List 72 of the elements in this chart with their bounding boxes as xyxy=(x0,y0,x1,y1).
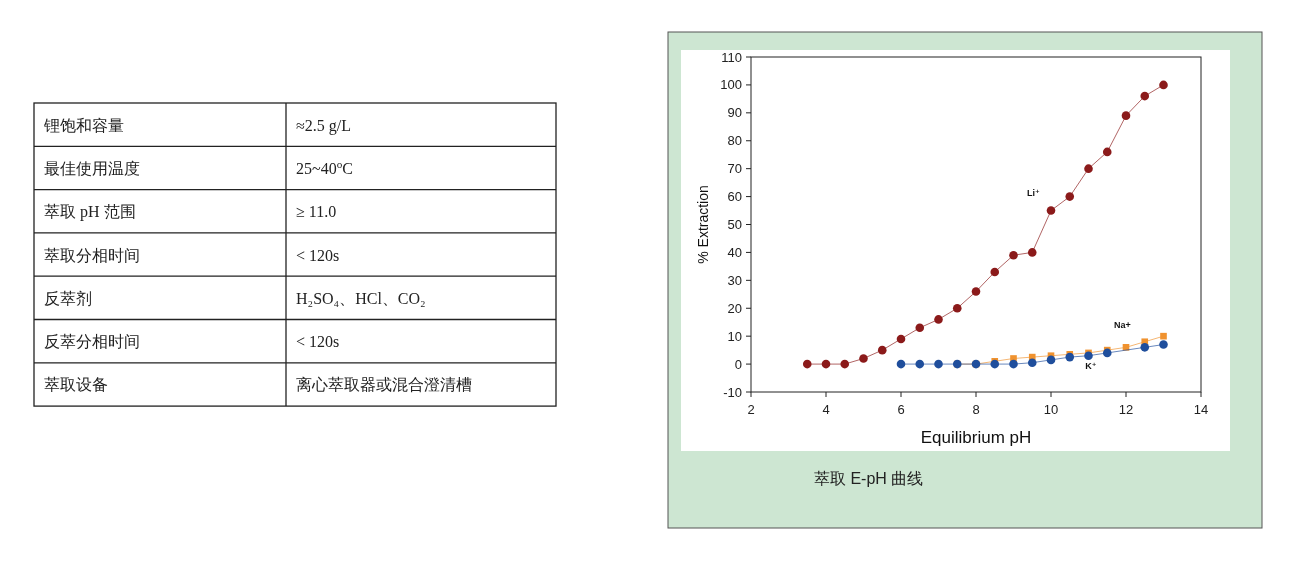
x-tick-label: 2 xyxy=(747,402,755,417)
point xyxy=(1121,111,1131,120)
series-label: Li⁺ xyxy=(1027,187,1040,198)
text: H₂SO₄、HCl、CO₂ xyxy=(296,289,426,307)
y-axis-title: % Extraction xyxy=(695,185,711,264)
point xyxy=(859,354,868,363)
y-tick-label: 20 xyxy=(727,300,742,316)
series-label: K⁺ xyxy=(1085,360,1097,371)
series-label: Na+ xyxy=(1114,320,1131,331)
text: 25~40$^{o}$C xyxy=(296,157,353,177)
text: ≥ 11.0 xyxy=(296,203,337,221)
point xyxy=(1102,147,1112,157)
y-tick-label: 70 xyxy=(727,161,742,177)
y-tick-label: 10 xyxy=(727,328,742,344)
point xyxy=(934,359,943,369)
x-axis-title: Equilibrium pH xyxy=(920,428,1032,447)
point xyxy=(1065,192,1075,201)
y-tick-label: 30 xyxy=(727,272,742,288)
point xyxy=(1159,340,1168,349)
x-tick-label: 6 xyxy=(897,402,905,417)
x-tick-label: 8 xyxy=(972,402,980,417)
x-tick-label: 4 xyxy=(822,402,830,417)
point xyxy=(821,359,831,369)
text: 萃取 E-pH 曲线 xyxy=(814,470,924,487)
x-tick-label: 14 xyxy=(1193,402,1209,417)
text: < 120s xyxy=(296,333,340,351)
y-tick-label: -10 xyxy=(723,384,742,400)
text: 萃取设备 xyxy=(44,376,108,394)
x-tick-label: 10 xyxy=(1043,402,1059,417)
point xyxy=(896,334,906,344)
point xyxy=(1046,355,1056,365)
point xyxy=(802,359,812,369)
point xyxy=(1009,359,1018,369)
text: 锂饱和容量 xyxy=(43,116,124,134)
point xyxy=(1065,352,1075,362)
y-tick-label: 90 xyxy=(727,105,742,121)
x-tick-label: 12 xyxy=(1118,402,1134,417)
point xyxy=(990,359,1000,369)
text: 萃取分相时间 xyxy=(44,246,140,264)
y-tick-label: 60 xyxy=(727,189,742,205)
point xyxy=(1140,343,1150,352)
y-tick-label: 50 xyxy=(727,217,742,232)
point xyxy=(990,267,1000,277)
point xyxy=(934,315,943,324)
y-tick-label: 110 xyxy=(721,49,742,65)
text: < 120s xyxy=(296,246,340,264)
text: 反萃分相时间 xyxy=(44,333,140,351)
point xyxy=(971,287,981,296)
point xyxy=(915,323,925,333)
y-tick-label: 100 xyxy=(720,77,742,93)
text: ≈2.5 g/L xyxy=(296,116,351,135)
point xyxy=(896,359,906,369)
point xyxy=(1140,91,1150,101)
point xyxy=(840,359,850,369)
point xyxy=(1102,348,1112,358)
point xyxy=(1159,80,1168,90)
point xyxy=(915,359,925,369)
text: 反萃剂 xyxy=(44,289,92,307)
point xyxy=(1027,248,1037,257)
text: 离心萃取器或混合澄清槽 xyxy=(296,376,472,394)
y-tick-label: 40 xyxy=(727,244,742,260)
y-tick-label: 0 xyxy=(734,356,742,372)
point xyxy=(1046,206,1056,215)
text: 萃取 pH 范围 xyxy=(44,203,136,222)
point xyxy=(1027,358,1037,367)
point xyxy=(952,303,962,313)
point xyxy=(1160,332,1167,340)
point xyxy=(1084,164,1093,173)
point xyxy=(877,345,887,355)
point xyxy=(1009,250,1018,260)
text: 最佳使用温度 xyxy=(44,159,140,177)
y-tick-label: 80 xyxy=(727,133,742,149)
